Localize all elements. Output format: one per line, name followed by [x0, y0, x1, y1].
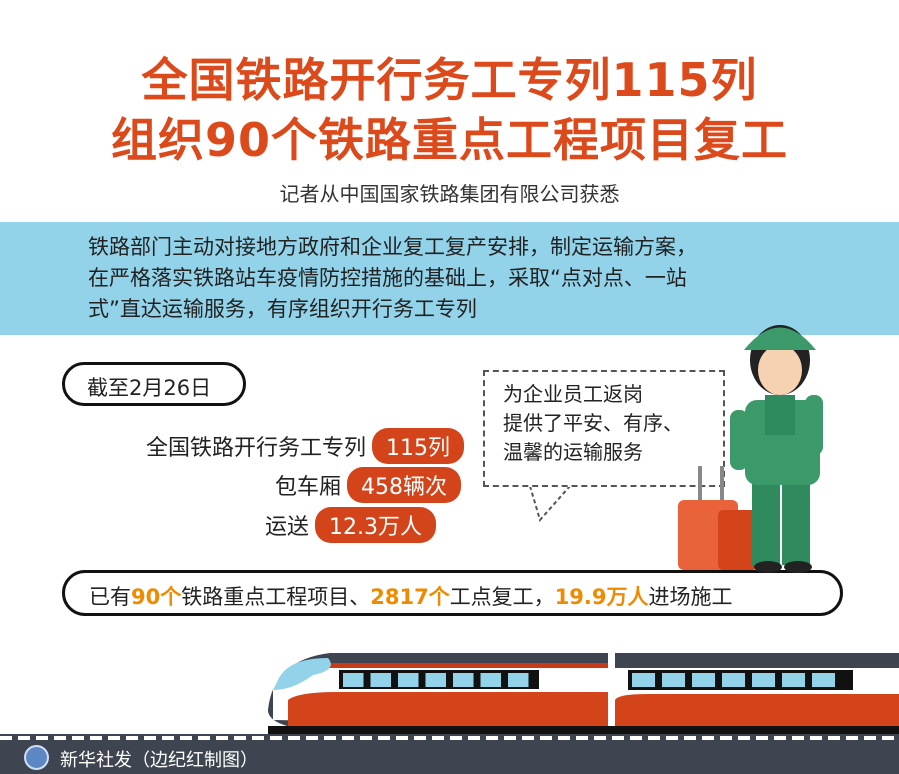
train-window	[480, 673, 501, 687]
title-line-1: 全国铁路开行务工专列115列	[141, 53, 758, 107]
suitcase-icon	[678, 466, 758, 570]
train-window	[508, 673, 529, 687]
train-window	[782, 673, 805, 687]
speech-bubble: 为企业员工返岗 提供了平安、有序、 温馨的运输服务	[483, 370, 725, 487]
train-window	[632, 673, 655, 687]
intro-line: 在严格落实铁路站车疫情防控措施的基础上，采取“点对点、一站	[88, 266, 687, 290]
train-illustration	[268, 653, 899, 734]
train-window	[343, 673, 364, 687]
summary-text: 已有	[89, 585, 131, 609]
footer-credit: 新华社发（边纪红制图）	[0, 741, 899, 774]
train-window	[425, 673, 446, 687]
stat-row: 包车厢 458辆次	[275, 467, 461, 503]
train-window	[453, 673, 474, 687]
intro-line: 式”直达运输服务，有序组织开行务工专列	[88, 297, 477, 321]
train-window	[722, 673, 745, 687]
bubble-line: 温馨的运输服务	[503, 440, 643, 464]
summary-value: 19.9万人	[554, 585, 649, 609]
stat-value: 115列	[372, 428, 464, 464]
stat-value: 12.3万人	[315, 507, 436, 543]
subtitle: 记者从中国国家铁路集团有限公司获悉	[279, 182, 620, 206]
summary-text: 铁路重点工程项目、	[181, 585, 371, 609]
summary-value: 90个	[131, 585, 182, 609]
train-window	[752, 673, 775, 687]
worker-illustration	[678, 325, 823, 573]
bubble-line: 提供了平安、有序、	[503, 411, 683, 435]
bubble-tail	[529, 485, 571, 523]
stat-label: 包车厢	[274, 475, 341, 500]
stat-row: 全国铁路开行务工专列 115列	[146, 428, 464, 464]
intro-line: 铁路部门主动对接地方政府和企业复工复产安排，制定运输方案，	[88, 235, 697, 259]
summary-value: 2817个	[370, 585, 450, 609]
train-window	[370, 673, 391, 687]
stat-label: 运送	[264, 515, 309, 540]
date-label: 截至2月26日	[62, 362, 246, 406]
stat-label: 全国铁路开行务工专列	[145, 436, 366, 461]
train-window	[812, 673, 835, 687]
stat-value: 458辆次	[347, 467, 461, 503]
summary-pill: 已有90个铁路重点工程项目、2817个工点复工，19.9万人进场施工	[62, 570, 843, 616]
xinhua-logo-icon	[24, 745, 49, 770]
summary-text: 进场施工	[648, 585, 733, 609]
train-window	[692, 673, 715, 687]
railway-track	[0, 734, 899, 741]
bubble-line: 为企业员工返岗	[503, 382, 643, 406]
stat-row: 运送 12.3万人	[265, 507, 436, 543]
intro-band: 铁路部门主动对接地方政府和企业复工复产安排，制定运输方案， 在严格落实铁路站车疫…	[0, 222, 899, 335]
title-line-2: 组织90个铁路重点工程项目复工	[110, 113, 788, 167]
train-window	[398, 673, 419, 687]
train-window	[662, 673, 685, 687]
summary-text: 工点复工，	[449, 585, 555, 609]
